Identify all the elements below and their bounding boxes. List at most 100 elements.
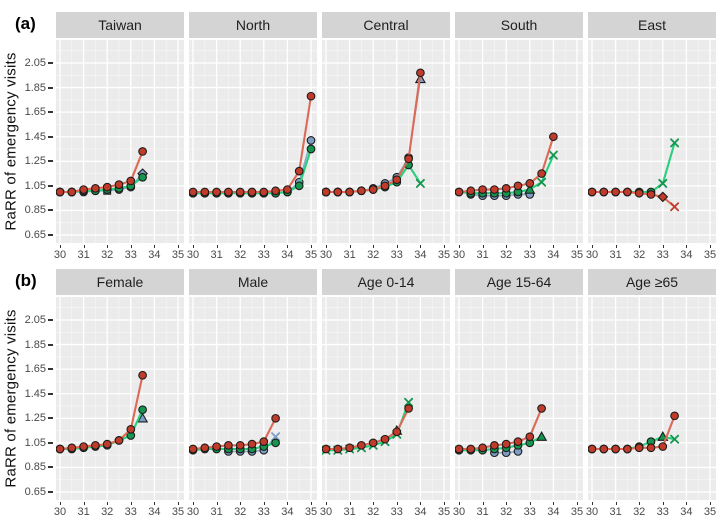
x-tick-mark [710, 502, 711, 505]
data-point-red [102, 182, 112, 192]
x-tick-label: 32 [234, 249, 247, 261]
x-tick-mark [60, 245, 61, 248]
data-point-red [138, 147, 147, 156]
y-tick-mark [48, 319, 53, 321]
x-tick-mark [240, 245, 242, 248]
data-point-red [357, 440, 366, 450]
x-tick-mark [349, 245, 351, 248]
data-point-red [322, 187, 331, 197]
data-point-red [670, 202, 680, 212]
data-point-red [404, 154, 413, 164]
x-tick-label: 35 [171, 506, 185, 518]
x-tick-mark [686, 245, 688, 248]
x-tick-label: 34 [547, 249, 560, 261]
x-tick-mark [529, 245, 531, 248]
y-tick-label: 1.05 [24, 436, 46, 449]
facet-strip-central: Central [322, 12, 450, 38]
data-point-red [306, 91, 316, 101]
x-tick-mark [311, 245, 312, 248]
x-tick-label: 32 [633, 249, 646, 261]
data-point-red [501, 439, 511, 449]
data-point-red [259, 187, 269, 197]
x-axis-east: 30 31 32 33 34 35 [586, 245, 716, 262]
x-tick-label: 30 [319, 506, 333, 518]
x-tick-label: 35 [570, 249, 584, 261]
x-tick-mark [154, 245, 156, 248]
x-tick-label: 33 [124, 249, 137, 261]
x-tick-label: 30 [186, 249, 200, 261]
x-tick-mark [193, 502, 194, 505]
x-tick-label: 35 [703, 506, 717, 518]
y-axis-row-a: 2.05 1.85 1.65 1.45 1.25 1.05 0.85 0.65 [0, 40, 54, 243]
data-point-red [380, 434, 390, 444]
x-tick-mark [193, 245, 194, 248]
facet-strip-age-15-64: Age 15-64 [455, 269, 583, 295]
y-tick-label: 1.85 [24, 338, 46, 351]
x-tick-mark [506, 502, 508, 505]
x-tick-label: 31 [343, 249, 356, 261]
x-tick-mark [373, 502, 375, 505]
x-tick-mark [662, 502, 664, 505]
x-tick-mark [396, 502, 398, 505]
x-tick-mark [373, 245, 375, 248]
x-axis-female: 30 31 32 33 34 35 [54, 502, 185, 519]
y-tick-label: 0.65 [24, 229, 46, 241]
x-tick-label: 31 [77, 249, 90, 261]
x-tick-mark [577, 245, 578, 248]
data-point-red [212, 442, 221, 451]
x-tick-label: 32 [367, 506, 380, 518]
facet-strip-north: North [189, 12, 317, 38]
x-tick-mark [287, 502, 289, 505]
data-point-green [306, 144, 316, 154]
data-point-red [271, 413, 280, 423]
x-tick-label: 34 [281, 506, 294, 518]
y-tick-label: 2.05 [24, 314, 46, 326]
data-point-green [658, 178, 668, 188]
y-tick-label: 0.85 [24, 461, 46, 474]
data-point-red [513, 181, 523, 191]
x-tick-label: 35 [171, 249, 185, 261]
plot-panel-female [56, 297, 184, 500]
x-tick-label: 34 [547, 506, 560, 518]
facet-strip-male: Male [189, 269, 317, 295]
y-tick-label: 0.85 [24, 204, 46, 217]
x-tick-label: 30 [452, 506, 466, 518]
x-tick-mark [107, 502, 109, 505]
x-tick-label: 31 [609, 506, 622, 518]
facet-strip-age-0-14: Age 0-14 [322, 269, 450, 295]
x-tick-label: 32 [101, 506, 114, 518]
x-tick-label: 33 [656, 506, 669, 518]
x-axis-taiwan: 30 31 32 33 34 35 [54, 245, 185, 262]
data-point-red [623, 444, 632, 454]
data-point-red [79, 185, 88, 194]
row-b-label: (b) [15, 271, 37, 290]
data-point-red [599, 444, 609, 454]
x-tick-mark [577, 502, 578, 505]
y-tick-mark [48, 234, 53, 236]
facet-strip-label: Age ≥65 [625, 274, 679, 290]
x-tick-label: 34 [148, 249, 161, 261]
x-tick-mark [178, 245, 179, 248]
plot-panel-south [455, 40, 583, 243]
data-point-red [357, 186, 366, 196]
data-point-red [114, 436, 124, 445]
x-tick-mark [83, 502, 85, 505]
data-point-blue [306, 136, 316, 145]
x-tick-label: 35 [304, 506, 318, 518]
x-tick-mark [60, 502, 61, 505]
x-axis-age-65: 30 31 32 33 34 35 [586, 502, 717, 519]
x-tick-mark [444, 502, 445, 505]
data-point-red [333, 444, 343, 454]
data-point-red [392, 175, 402, 185]
x-tick-label: 34 [680, 506, 693, 518]
data-point-red [56, 187, 65, 197]
x-tick-label: 33 [390, 506, 403, 518]
plot-panel-male [189, 297, 317, 500]
x-tick-mark [326, 502, 327, 505]
x-axis-north: 30 31 32 33 34 35 [186, 245, 317, 262]
data-point-red [126, 424, 136, 434]
data-point-red [537, 404, 546, 413]
y-tick-mark [48, 111, 53, 114]
data-point-red [670, 411, 679, 421]
